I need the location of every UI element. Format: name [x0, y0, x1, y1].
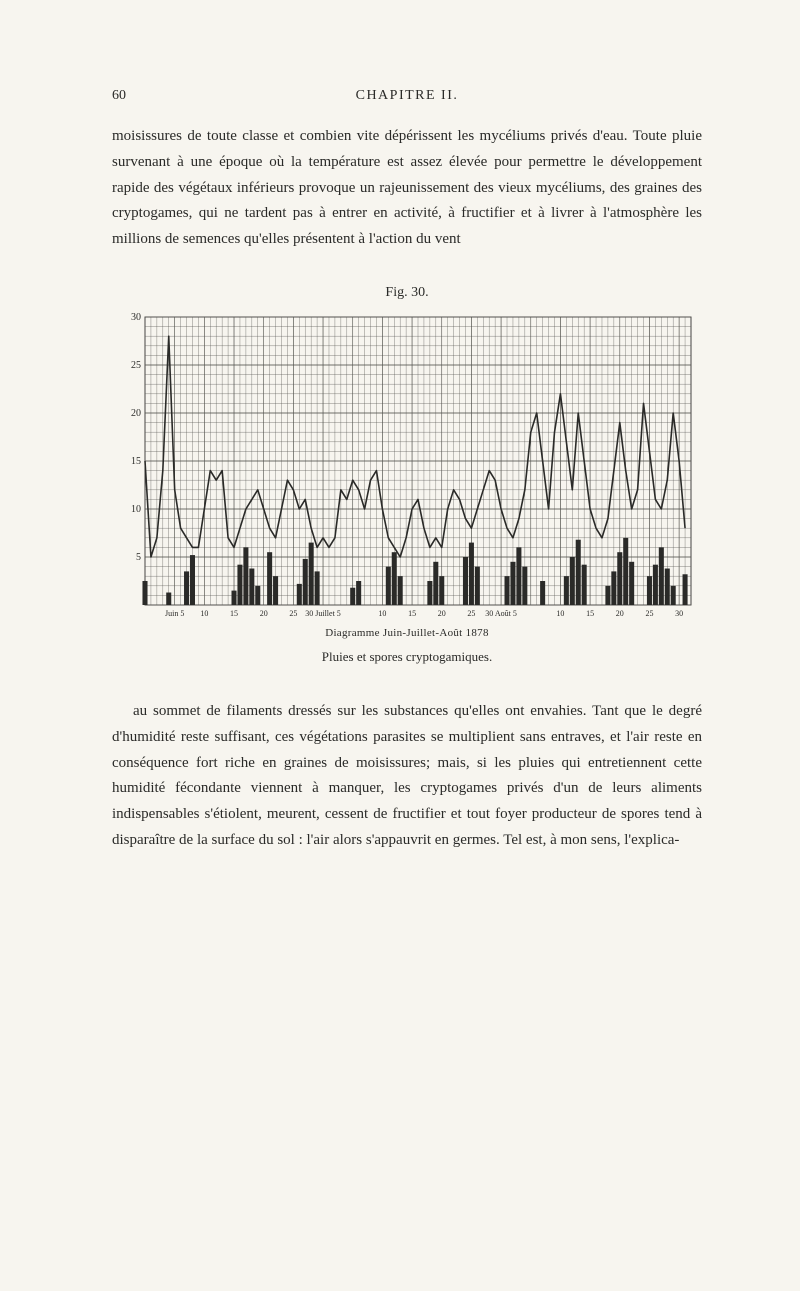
line-bar-chart: 5 10 15 20 25 30 Juin 5 10 15 20 25 30 Juillet 5 10 1… [119, 313, 695, 625]
page-header: 60 CHAPITRE II. [112, 88, 702, 104]
body-paragraph-1: moisissures de toute classe et combien v… [112, 124, 702, 253]
svg-text:25: 25 [289, 609, 297, 618]
chart-container: 5 10 15 20 25 30 Juin 5 10 15 20 25 30 Juillet 5 10 1… [119, 313, 695, 639]
svg-text:20: 20 [438, 609, 446, 618]
svg-text:30 Juillet 5: 30 Juillet 5 [305, 609, 341, 618]
svg-text:20: 20 [131, 408, 141, 419]
svg-text:20: 20 [260, 609, 268, 618]
svg-text:15: 15 [408, 609, 416, 618]
svg-text:25: 25 [645, 609, 653, 618]
svg-text:10: 10 [200, 609, 208, 618]
figure-label: Fig. 30. [112, 285, 702, 301]
svg-text:30: 30 [131, 313, 141, 323]
svg-text:15: 15 [586, 609, 594, 618]
svg-text:10: 10 [131, 504, 141, 515]
svg-text:5: 5 [136, 552, 141, 563]
body-paragraph-2: au sommet de filaments dressés sur les s… [112, 699, 702, 854]
svg-text:25: 25 [131, 360, 141, 371]
chart-caption: Pluies et spores cryptogamiques. [112, 649, 702, 665]
svg-text:10: 10 [378, 609, 386, 618]
chapter-title: CHAPITRE II. [112, 88, 702, 104]
svg-text:15: 15 [230, 609, 238, 618]
svg-text:10: 10 [556, 609, 564, 618]
chart-axis-caption: Diagramme Juin-Juillet-Août 1878 [119, 627, 695, 639]
svg-text:30: 30 [675, 609, 683, 618]
svg-text:30 Août 5: 30 Août 5 [485, 609, 517, 618]
svg-text:15: 15 [131, 456, 141, 467]
svg-text:Juin 5: Juin 5 [165, 609, 184, 618]
svg-text:20: 20 [616, 609, 624, 618]
svg-text:25: 25 [467, 609, 475, 618]
